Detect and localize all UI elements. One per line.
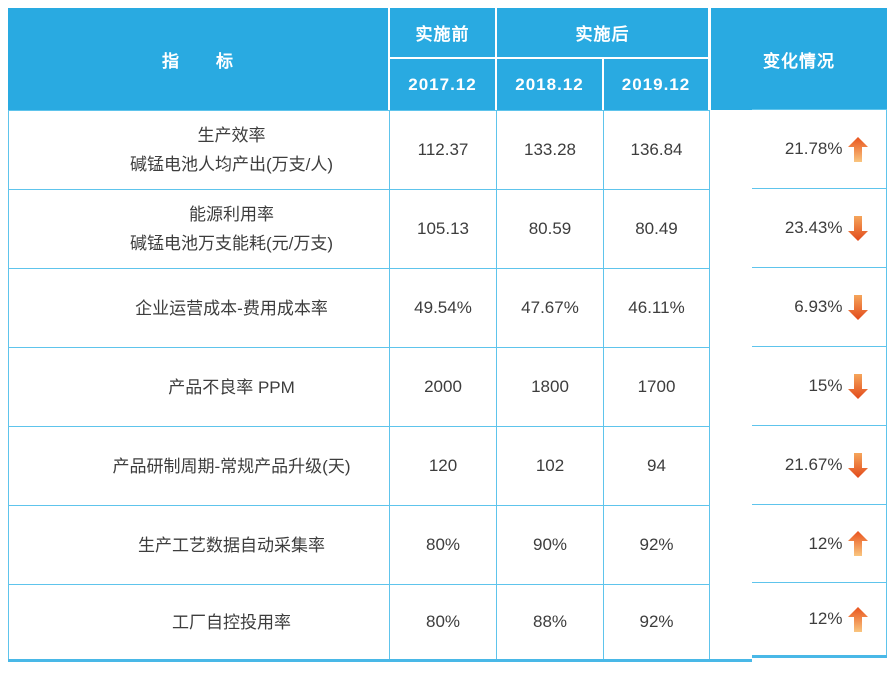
indicator-name: 产品不良率 PPM — [168, 377, 295, 397]
trend-down-icon — [847, 452, 868, 478]
value-before: 2000 — [389, 347, 497, 427]
trend-down-icon — [847, 373, 868, 399]
trend-up-icon — [847, 531, 868, 556]
indicator-cell: 企业运营成本-费用成本率 — [8, 268, 390, 348]
value-after-2019: 94 — [603, 426, 710, 506]
value-after-2018: 90% — [496, 505, 604, 585]
table-row: 产品不良率 PPM 2000 1800 1700 — [8, 347, 710, 427]
header-after-implementation: 实施后 — [497, 8, 708, 57]
change-value: 12% — [808, 533, 843, 553]
value-before: 80% — [389, 584, 497, 660]
value-after-2019: 92% — [603, 505, 710, 585]
bottom-rule-main — [8, 659, 752, 662]
value-before: 80% — [389, 505, 497, 585]
table-row: 产品研制周期-常规产品升级(天) 120 102 94 — [8, 426, 710, 506]
value-after-2018: 133.28 — [496, 110, 604, 190]
header-period-2018: 2018.12 — [497, 59, 602, 110]
indicator-cell: 能源利用率 碱锰电池万支能耗(元/万支) — [8, 189, 390, 269]
header-indicator: 指 标 — [8, 8, 388, 110]
indicator-detail: 碱锰电池人均产出(万支/人) — [129, 155, 334, 174]
table-row: 生产工艺数据自动采集率 80% 90% 92% — [8, 505, 710, 585]
indicator-cell: 工厂自控投用率 — [8, 584, 390, 660]
value-after-2018: 88% — [496, 584, 604, 660]
trend-down-icon — [847, 294, 868, 320]
change-value: 23.43% — [784, 218, 843, 237]
change-value: 21.67% — [784, 455, 843, 474]
value-after-2019: 80.49 — [603, 189, 710, 269]
change-cell: 15% — [752, 346, 886, 425]
value-after-2019: 92% — [603, 584, 710, 660]
change-value: 12% — [808, 609, 843, 628]
table-header: 指 标 实施前 实施后 2017.12 2018.12 2019.12 变化情况 — [8, 8, 887, 110]
indicator-cell: 生产工艺数据自动采集率 — [8, 505, 390, 585]
table-body: 生产效率 碱锰电池人均产出(万支/人) 112.37 133.28 136.84… — [8, 110, 710, 660]
change-cell: 12% — [752, 504, 886, 582]
bottom-rule-change — [752, 655, 887, 658]
change-cell: 23.43% — [752, 188, 886, 267]
indicator-cell: 生产效率 碱锰电池人均产出(万支/人) — [8, 110, 390, 190]
header-period-2017: 2017.12 — [390, 59, 495, 110]
indicator-name: 生产效率 — [197, 126, 266, 145]
value-after-2018: 80.59 — [496, 189, 604, 269]
change-value: 6.93% — [794, 297, 843, 316]
change-status-column: 21.78% 23.43% 6.93% 15% 21.67% 12% — [752, 109, 887, 655]
value-after-2019: 1700 — [603, 347, 710, 427]
header-period-2019: 2019.12 — [604, 59, 708, 110]
indicator-name: 能源利用率 — [189, 205, 274, 224]
value-after-2019: 136.84 — [603, 110, 710, 190]
value-before: 120 — [389, 426, 497, 506]
indicator-cell: 产品不良率 PPM — [8, 347, 390, 427]
kpi-comparison-table: 指 标 实施前 实施后 2017.12 2018.12 2019.12 变化情况… — [8, 8, 887, 664]
indicator-name: 企业运营成本-费用成本率 — [135, 298, 328, 318]
change-cell: 6.93% — [752, 267, 886, 346]
trend-up-icon — [847, 606, 868, 632]
header-indicator-label: 指 标 — [162, 51, 234, 71]
change-cell: 21.78% — [752, 109, 886, 188]
value-after-2018: 102 — [496, 426, 604, 506]
value-before: 105.13 — [389, 189, 497, 269]
value-before: 112.37 — [389, 110, 497, 190]
change-value: 21.78% — [784, 139, 843, 158]
header-change-status: 变化情况 — [711, 8, 887, 110]
change-value: 15% — [808, 376, 843, 395]
indicator-name: 工厂自控投用率 — [172, 612, 291, 632]
table-row: 企业运营成本-费用成本率 49.54% 47.67% 46.11% — [8, 268, 710, 348]
indicator-cell: 产品研制周期-常规产品升级(天) — [8, 426, 390, 506]
indicator-name: 产品研制周期-常规产品升级(天) — [112, 456, 351, 476]
value-after-2018: 47.67% — [496, 268, 604, 348]
table-row: 生产效率 碱锰电池人均产出(万支/人) 112.37 133.28 136.84 — [8, 110, 710, 190]
indicator-name: 生产工艺数据自动采集率 — [138, 535, 325, 555]
value-after-2018: 1800 — [496, 347, 604, 427]
indicator-detail: 碱锰电池万支能耗(元/万支) — [129, 234, 334, 253]
value-before: 49.54% — [389, 268, 497, 348]
value-after-2019: 46.11% — [603, 268, 710, 348]
change-cell: 12% — [752, 582, 886, 655]
trend-down-icon — [847, 215, 868, 241]
table-row: 工厂自控投用率 80% 88% 92% — [8, 584, 710, 660]
trend-up-icon — [847, 136, 868, 162]
change-cell: 21.67% — [752, 425, 886, 504]
header-before-implementation: 实施前 — [390, 8, 495, 57]
table-row: 能源利用率 碱锰电池万支能耗(元/万支) 105.13 80.59 80.49 — [8, 189, 710, 269]
